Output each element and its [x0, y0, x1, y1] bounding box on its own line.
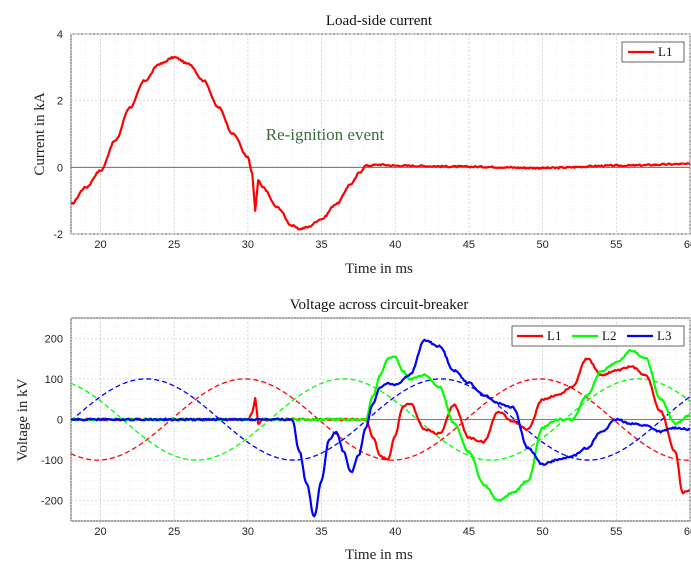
current-y-axis-label: Current in kA [32, 92, 48, 175]
current-x-tick-label: 30 [242, 239, 254, 251]
voltage-reference-sine-4 [71, 378, 690, 461]
voltage-x-tick-label: 40 [389, 526, 401, 538]
voltage-y-axis-label: Voltage in kV [15, 378, 31, 461]
current-y-tick-label: 0 [57, 162, 63, 174]
voltage-y-tick-label: -200 [41, 496, 63, 508]
voltage-y-tick-label: 100 [45, 374, 63, 386]
current-x-tick-label: 50 [536, 239, 548, 251]
current-legend: L1 [621, 41, 685, 63]
current-x-tick-label: 35 [315, 239, 327, 251]
voltage-legend: L1 L2 L3 [511, 325, 685, 347]
legend-label-l1: L1 [547, 328, 561, 343]
voltage-reference-sine-3 [71, 378, 690, 461]
current-x-tick-label: 45 [463, 239, 475, 251]
voltage-series-l3 [71, 338, 690, 518]
re-ignition-annotation: Re-ignition event [266, 125, 385, 144]
current-y-tick-label: 4 [57, 29, 63, 41]
current-x-tick-label: 60 [684, 239, 691, 251]
voltage-chart: Voltage across circuit-breaker 20 25 30 35 4… [15, 297, 691, 563]
current-grid [70, 33, 691, 235]
voltage-x-tick-label: 50 [536, 526, 548, 538]
voltage-ticks: 20 25 30 35 40 45 50 55 60 -200 -100 0 100 200 [41, 333, 691, 538]
current-ticks: 20 25 30 35 40 45 50 55 60 -2 0 2 4 [53, 29, 691, 251]
legend-label-l3: L3 [657, 328, 671, 343]
current-series-l1 [71, 55, 690, 231]
voltage-x-tick-label: 45 [463, 526, 475, 538]
legend-label-l2: L2 [602, 328, 616, 343]
current-x-tick-label: 40 [389, 239, 401, 251]
legend-label-l1: L1 [658, 44, 672, 59]
voltage-y-tick-label: 0 [57, 415, 63, 427]
current-x-tick-label: 55 [610, 239, 622, 251]
voltage-y-tick-label: 200 [45, 333, 63, 345]
voltage-y-tick-label: -100 [41, 455, 63, 467]
voltage-x-tick-label: 55 [610, 526, 622, 538]
current-chart-title: Load-side current [326, 13, 433, 29]
voltage-reference-sine-5 [71, 378, 690, 461]
voltage-x-tick-label: 25 [168, 526, 180, 538]
voltage-series [71, 338, 690, 518]
voltage-grid [70, 317, 691, 522]
current-x-tick-label: 20 [94, 239, 106, 251]
voltage-x-tick-label: 35 [315, 526, 327, 538]
current-y-tick-label: 2 [57, 96, 63, 108]
current-series [71, 55, 690, 231]
current-y-tick-label: -2 [53, 229, 63, 241]
voltage-x-tick-label: 20 [94, 526, 106, 538]
voltage-chart-title: Voltage across circuit-breaker [290, 297, 469, 313]
voltage-x-tick-label: 60 [684, 526, 691, 538]
current-x-tick-label: 25 [168, 239, 180, 251]
current-chart: Load-side current 202530354045505560-202… [32, 13, 691, 277]
voltage-x-tick-label: 30 [242, 526, 254, 538]
voltage-x-axis-label: Time in ms [345, 547, 413, 563]
current-x-axis-label: Time in ms [345, 261, 413, 277]
